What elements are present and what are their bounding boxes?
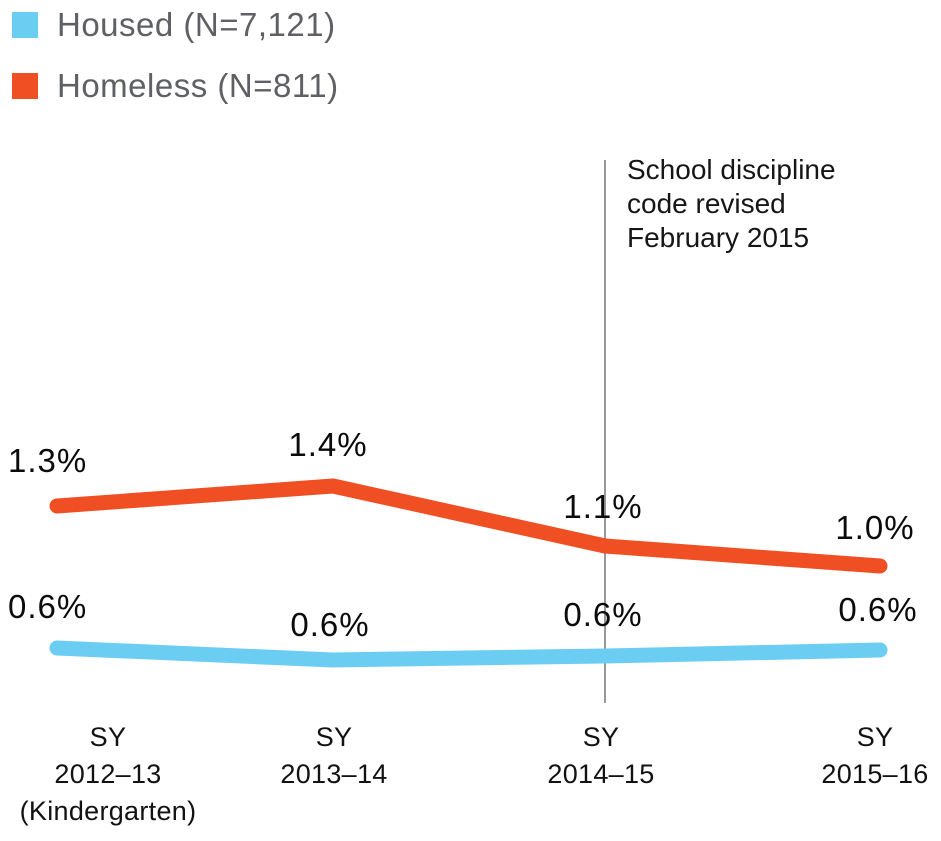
x-tick-label-1: SY 2013–14 [280, 719, 387, 793]
x-tick-line: 2012–13 [54, 759, 162, 789]
point-label-homeless-3: 1.0% [835, 509, 915, 546]
series-line-housed [49, 640, 888, 668]
series-line-homeless [49, 478, 888, 574]
x-tick-label-3: SY 2015–16 [821, 719, 928, 793]
x-tick-line: SY [856, 722, 894, 752]
x-tick-label-2: SY 2014–15 [547, 719, 654, 793]
legend-label-housed: Housed (N=7,121) [57, 6, 336, 43]
annotation-line-1: School discipline [627, 154, 836, 185]
point-label-homeless-2: 1.1% [563, 488, 643, 525]
point-label-homeless-0: 1.3% [8, 442, 88, 479]
legend-item-homeless: Homeless (N=811) [12, 67, 339, 104]
housed-swatch-icon [12, 12, 38, 38]
x-tick-line: 2013–14 [280, 759, 388, 789]
x-tick-line: SY [582, 722, 620, 752]
x-tick-line: (Kindergarten) [19, 796, 197, 826]
point-label-housed-2: 0.6% [563, 596, 643, 633]
point-label-homeless-1: 1.4% [288, 426, 368, 463]
annotation-line-2: code revised [627, 188, 786, 219]
legend-item-housed: Housed (N=7,121) [12, 6, 339, 43]
legend-label-homeless: Homeless (N=811) [57, 67, 339, 104]
x-tick-line: 2015–16 [821, 759, 929, 789]
x-tick-line: 2014–15 [547, 759, 655, 789]
homeless-swatch-icon [12, 73, 38, 99]
annotation-line-3: February 2015 [627, 222, 810, 253]
point-label-housed-1: 0.6% [290, 606, 370, 643]
annotation-discipline-code: School discipline code revised February … [627, 153, 836, 255]
point-label-housed-0: 0.6% [8, 588, 88, 625]
x-tick-label-0: SY 2012–13 (Kindergarten) [20, 719, 197, 830]
x-tick-line: SY [315, 722, 353, 752]
legend: Housed (N=7,121) Homeless (N=811) [12, 6, 339, 134]
point-label-housed-3: 0.6% [838, 591, 918, 628]
x-tick-line: SY [89, 722, 127, 752]
